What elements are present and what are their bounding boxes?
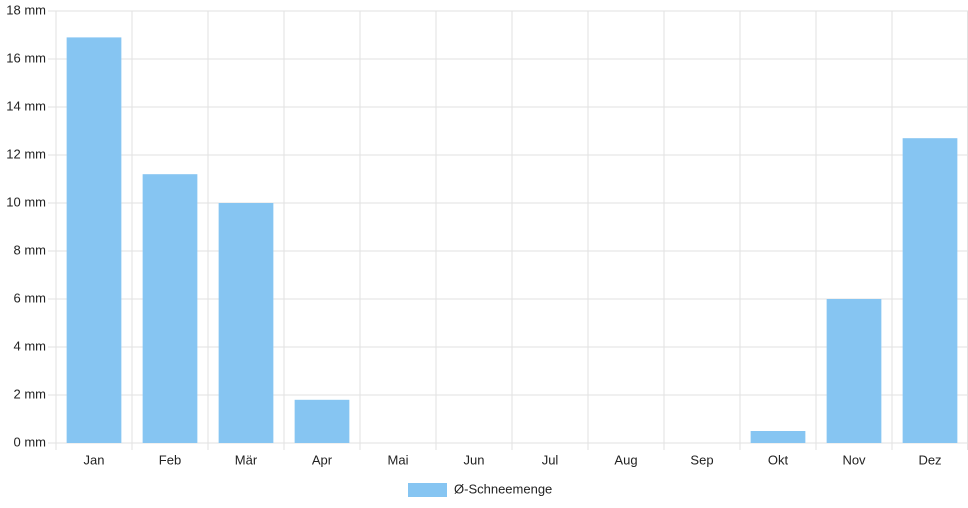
- x-tick-label: Jul: [542, 452, 559, 467]
- bar: [902, 138, 958, 443]
- legend-label: Ø-Schneemenge: [454, 481, 552, 496]
- x-tick-label: Aug: [614, 452, 637, 467]
- y-tick-label: 8 mm: [14, 242, 47, 257]
- y-tick-label: 16 mm: [6, 50, 46, 65]
- bar: [750, 431, 806, 443]
- x-tick-label: Okt: [768, 452, 789, 467]
- y-tick-label: 6 mm: [14, 290, 47, 305]
- x-tick-label: Apr: [312, 452, 333, 467]
- x-tick-label: Nov: [842, 452, 866, 467]
- x-tick-label: Jan: [84, 452, 105, 467]
- x-tick-label: Dez: [918, 452, 941, 467]
- x-tick-label: Mai: [388, 452, 409, 467]
- y-tick-label: 0 mm: [14, 434, 47, 449]
- x-tick-label: Mär: [235, 452, 258, 467]
- bar: [294, 399, 350, 443]
- bar: [142, 174, 198, 443]
- legend-swatch: [408, 483, 447, 497]
- bar: [66, 37, 122, 444]
- y-tick-label: 4 mm: [14, 338, 47, 353]
- y-tick-label: 10 mm: [6, 194, 46, 209]
- y-tick-label: 14 mm: [6, 98, 46, 113]
- x-tick-label: Sep: [690, 452, 713, 467]
- bar: [218, 203, 274, 443]
- y-tick-label: 18 mm: [6, 2, 46, 17]
- bar: [826, 299, 882, 443]
- y-tick-label: 12 mm: [6, 146, 46, 161]
- x-tick-label: Feb: [159, 452, 181, 467]
- y-tick-label: 2 mm: [14, 386, 47, 401]
- x-tick-label: Jun: [464, 452, 485, 467]
